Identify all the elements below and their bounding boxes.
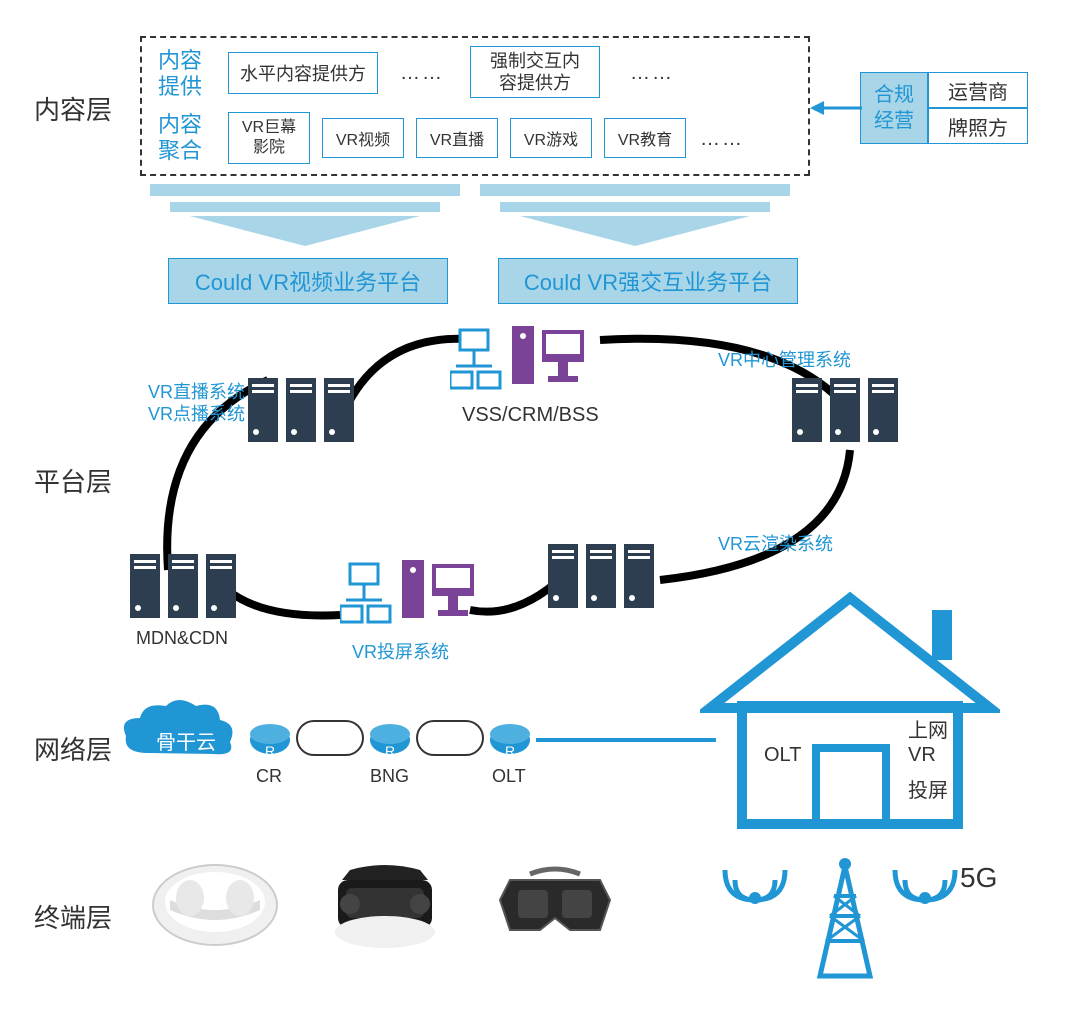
platform-video-box: Could VR视频业务平台 xyxy=(168,258,448,304)
compliance-operator: 运营商 xyxy=(928,72,1028,108)
house-cast-label: 投屏 xyxy=(908,774,948,803)
svg-text:R: R xyxy=(265,743,275,759)
server-bottom-right-icon xyxy=(548,536,658,616)
vss-label: VSS/CRM/BSS xyxy=(462,404,599,427)
router-cr-icon: R xyxy=(248,718,292,762)
pill-1 xyxy=(296,720,364,756)
content-box-video: VR视频 xyxy=(322,118,404,158)
funnel-right-icon xyxy=(480,184,790,248)
server-top-right-icon xyxy=(792,370,902,450)
content-aggregate-label: 内容 聚合 xyxy=(158,112,202,164)
headset-3-icon xyxy=(480,850,630,960)
svg-text:R: R xyxy=(385,743,395,759)
vr-center-label: VR中心管理系统 xyxy=(718,346,851,372)
router-olt-label: OLT xyxy=(492,766,526,787)
headset-1-icon xyxy=(140,850,290,960)
mdn-cdn-label: MDN&CDN xyxy=(136,628,228,649)
compliance-arrow-icon xyxy=(810,98,862,118)
content-box-live: VR直播 xyxy=(416,118,498,158)
house-olt-label: OLT xyxy=(764,744,801,767)
vr-vod-label: VR点播系统 xyxy=(147,400,245,426)
content-box-horizontal: 水平内容提供方 xyxy=(228,52,378,94)
headset-2-icon xyxy=(310,850,460,960)
server-bottom-left-icon xyxy=(130,546,240,626)
compliance-left: 合规 经营 xyxy=(860,72,928,144)
dots-2: …… xyxy=(630,62,674,85)
layer-label-terminal: 终端层 xyxy=(34,898,112,935)
wifi-left-icon xyxy=(720,850,790,910)
backbone-label: 骨干云 xyxy=(156,726,216,755)
server-top-left-icon xyxy=(248,370,358,450)
curve-right-down xyxy=(640,440,860,590)
dots-1: …… xyxy=(400,62,444,85)
layer-label-platform: 平台层 xyxy=(34,462,112,499)
content-box-cinema: VR巨幕 影院 xyxy=(228,112,310,164)
house-net-label: 上网 xyxy=(908,714,948,743)
router-cr-label: CR xyxy=(256,766,282,787)
pill-2 xyxy=(416,720,484,756)
router-bng-icon: R xyxy=(368,718,412,762)
layer-label-network: 网络层 xyxy=(34,730,112,767)
tower-icon xyxy=(800,856,890,986)
router-bng-label: BNG xyxy=(370,766,409,787)
dots-3: …… xyxy=(700,128,744,151)
line-to-house-icon xyxy=(536,736,716,744)
content-box-edu: VR教育 xyxy=(604,118,686,158)
content-box-game: VR游戏 xyxy=(510,118,592,158)
platform-interactive-box: Could VR强交互业务平台 xyxy=(498,258,798,304)
vr-render-label: VR云渲染系统 xyxy=(718,530,833,556)
wifi-right-icon xyxy=(890,850,960,910)
layer-label-content: 内容层 xyxy=(34,90,112,127)
house-icon xyxy=(700,588,1000,838)
svg-text:R: R xyxy=(505,743,515,759)
funnel-left-icon xyxy=(150,184,460,248)
vr-cast-label: VR投屏系统 xyxy=(352,638,449,664)
content-provide-label: 内容 提供 xyxy=(158,48,202,100)
vr-cast-computer-icon xyxy=(340,556,480,636)
content-box-interactive-provider: 强制交互内 容提供方 xyxy=(470,46,600,98)
compliance-box: 合规 经营 运营商 牌照方 xyxy=(860,72,1028,144)
router-olt-icon: R xyxy=(488,718,532,762)
compliance-license: 牌照方 xyxy=(928,108,1028,144)
fiveg-label: 5G xyxy=(960,862,997,894)
house-vr-label: VR xyxy=(908,744,936,767)
vss-computer-icon xyxy=(450,322,590,402)
